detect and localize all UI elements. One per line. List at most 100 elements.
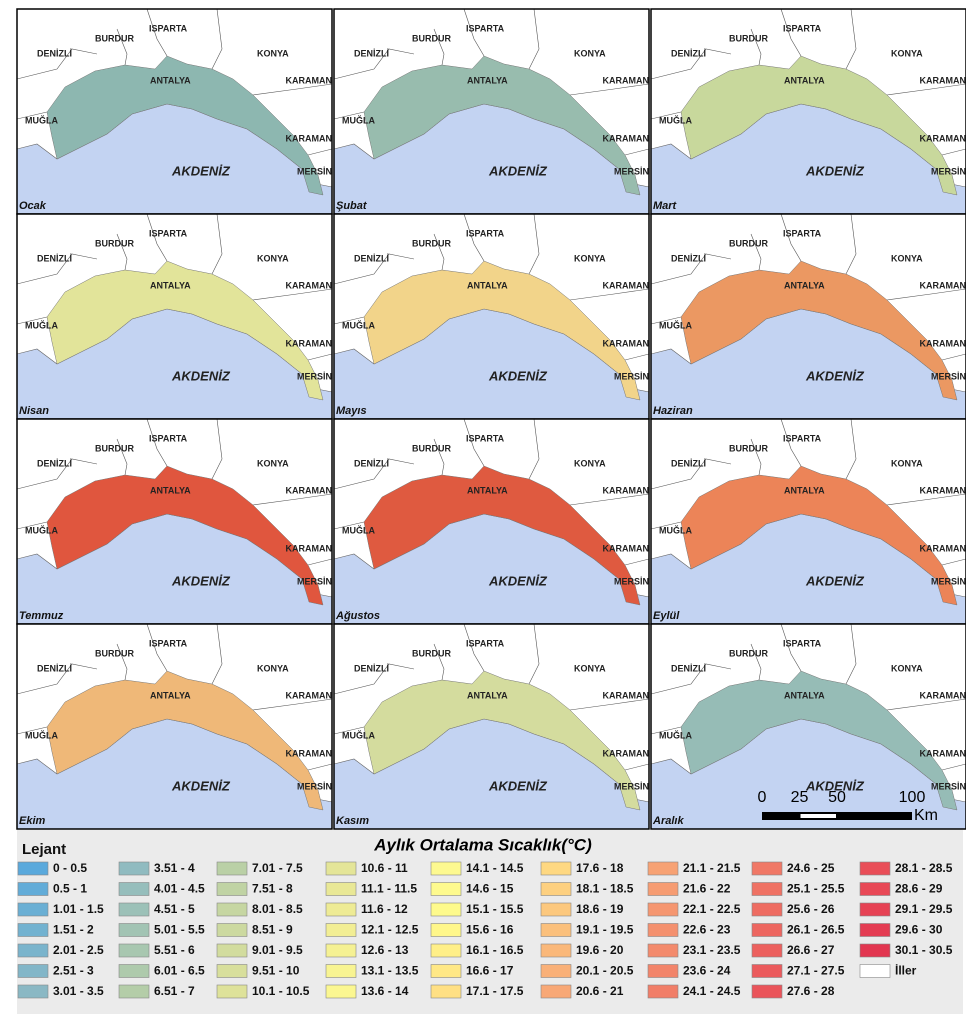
- map-label: ANTALYA: [150, 75, 191, 85]
- province-border: [886, 698, 966, 711]
- province-border: [252, 698, 333, 711]
- province-border: [16, 316, 48, 325]
- legend-swatch: [647, 943, 679, 958]
- map-label: MUĞLA: [25, 114, 58, 125]
- map-label: ISPARTA: [149, 433, 188, 443]
- legend-label: 11.6 - 12: [361, 902, 408, 916]
- map-label: MUĞLA: [342, 114, 375, 125]
- legend-swatch: [118, 882, 150, 896]
- map-label: ANTALYA: [467, 690, 508, 700]
- map-panel: DENİZLİ BURDUR ISPARTA KONYA KARAMAN MUĞLA ANT…: [333, 213, 650, 420]
- map-panel: DENİZLİ BURDUR ISPARTA KONYA KARAMAN MUĞLA ANT…: [650, 8, 966, 215]
- map-label: BURDUR: [729, 443, 768, 453]
- map-label: ANTALYA: [467, 485, 508, 495]
- legend-swatch: [751, 923, 783, 937]
- legend-swatch: [751, 861, 783, 876]
- legend-swatch: [17, 882, 49, 896]
- panel-border: [650, 623, 966, 830]
- province-border: [307, 763, 333, 771]
- map-label: ISPARTA: [783, 23, 822, 33]
- legend-swatch: [647, 902, 679, 917]
- legend-label: 29.6 - 30: [895, 923, 943, 937]
- sea-label: AKDENİZ: [488, 163, 548, 178]
- legend-swatch: [859, 943, 891, 958]
- map-label: KARAMAN: [920, 543, 966, 553]
- map-label: MUĞLA: [25, 319, 58, 330]
- map-label: KARAMAN: [920, 690, 966, 700]
- legend-swatch: [430, 902, 462, 917]
- map-label: BURDUR: [95, 33, 134, 43]
- province-border: [333, 111, 365, 120]
- province-border: [624, 148, 650, 156]
- map-label: KARAMAN: [286, 543, 333, 553]
- map-label: ANTALYA: [150, 485, 191, 495]
- province-border: [528, 8, 540, 70]
- map-label: MUĞLA: [659, 319, 692, 330]
- map-label: MUĞLA: [342, 319, 375, 330]
- scale-tick-label: 0: [758, 789, 767, 806]
- legend-label: 21.6 - 22: [683, 882, 731, 896]
- map-label: DENİZLİ: [37, 48, 72, 58]
- province-area: [680, 55, 958, 196]
- month-label: Ağustos: [335, 610, 380, 622]
- legend-label: 17.1 - 17.5: [466, 984, 524, 998]
- legend-swatch: [325, 861, 357, 876]
- sea-label: AKDENİZ: [805, 573, 865, 588]
- province-border: [16, 521, 48, 530]
- map-panel: DENİZLİ BURDUR ISPARTA KONYA KARAMAN MUĞLA ANT…: [333, 8, 650, 215]
- province-border: [116, 233, 128, 271]
- scale-bar-frame: [762, 812, 912, 820]
- legend-swatch: [859, 902, 891, 917]
- map-label: MERSİN: [297, 781, 332, 791]
- legend-swatch: [325, 943, 357, 958]
- legend-swatch: [751, 964, 783, 978]
- map-label: DENİZLİ: [354, 458, 389, 468]
- province-border: [211, 213, 223, 275]
- province-border: [252, 493, 333, 506]
- province-border: [463, 418, 485, 467]
- province-border: [845, 418, 857, 480]
- province-border: [886, 288, 966, 301]
- map-label: ANTALYA: [150, 280, 191, 290]
- province-area: [680, 260, 958, 401]
- province-border: [433, 643, 445, 681]
- map-panel: DENİZLİ BURDUR ISPARTA KONYA KARAMAN MUĞLA ANT…: [650, 213, 966, 420]
- legend-title: Aylık Ortalama Sıcaklık(°C): [373, 835, 592, 854]
- sea-label: AKDENİZ: [805, 778, 865, 793]
- legend-swatch: [17, 902, 49, 917]
- legend-label: 1.01 - 1.5: [53, 902, 104, 916]
- province-border: [624, 558, 650, 566]
- province-border: [307, 558, 333, 566]
- sea-label: AKDENİZ: [805, 368, 865, 383]
- legend-swatch: [216, 984, 248, 999]
- province-border: [307, 148, 333, 156]
- legend-swatch: [17, 943, 49, 958]
- legend-swatch: [647, 964, 679, 978]
- province-border: [252, 83, 333, 96]
- legend-swatch: [216, 943, 248, 958]
- map-label: BURDUR: [729, 648, 768, 658]
- province-border: [624, 763, 650, 771]
- map-label: ISPARTA: [149, 23, 188, 33]
- map-label: ISPARTA: [149, 638, 188, 648]
- map-label: DENİZLİ: [37, 663, 72, 673]
- map-label: KONYA: [257, 458, 289, 468]
- legend-label: 2.01 - 2.5: [53, 943, 104, 957]
- legend-label: 20.1 - 20.5: [576, 964, 634, 978]
- province-border: [624, 353, 650, 361]
- province-border: [780, 623, 802, 672]
- panel-border: [333, 623, 650, 830]
- map-label: MERSİN: [931, 371, 966, 381]
- map-label: DENİZLİ: [37, 253, 72, 263]
- province-border: [433, 28, 445, 66]
- map-label: MERSİN: [297, 576, 332, 586]
- legend-swatch: [647, 923, 679, 937]
- province-border: [569, 493, 650, 506]
- map-label: MUĞLA: [659, 114, 692, 125]
- legend-swatch: [118, 943, 150, 958]
- legend-swatch: [17, 964, 49, 978]
- map-label: DENİZLİ: [671, 253, 706, 263]
- legend-label: 9.51 - 10: [252, 964, 300, 978]
- legend-swatch: [17, 923, 49, 937]
- map-label: KARAMAN: [286, 748, 333, 758]
